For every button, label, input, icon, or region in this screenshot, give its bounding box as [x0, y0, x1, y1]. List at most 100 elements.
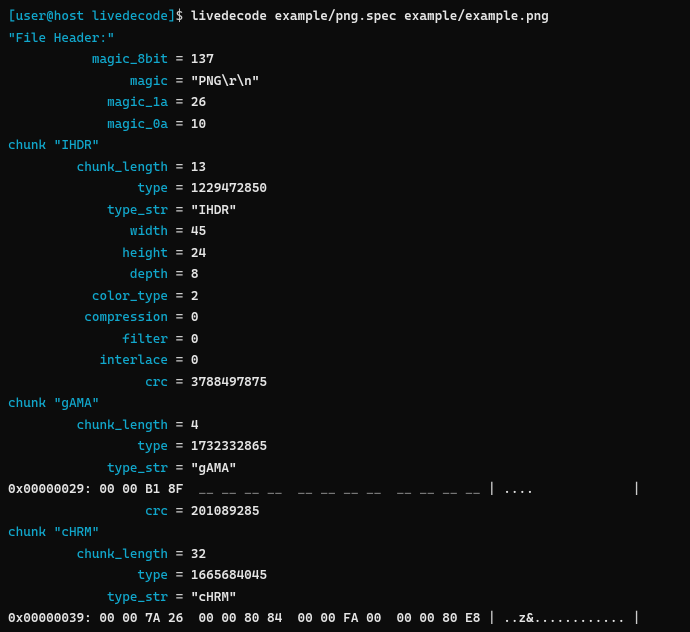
- kv-value: 45: [191, 224, 206, 239]
- kv-key: crc: [8, 501, 168, 523]
- kv-row: magic = "PNG\r\n": [8, 71, 682, 93]
- kv-key: type: [8, 436, 168, 458]
- kv-value: 24: [191, 246, 206, 261]
- hex-byte: __: [290, 482, 320, 497]
- kv-eq: =: [168, 310, 191, 325]
- prompt-userhost: [user@host livedecode]: [8, 9, 176, 24]
- kv-value: 137: [191, 52, 214, 67]
- section-text: chunk "gAMA": [8, 396, 99, 411]
- kv-row: type = 1229472850: [8, 178, 682, 200]
- hex-byte: 80: [244, 611, 267, 626]
- kv-eq: =: [168, 375, 191, 390]
- hex-byte: FA: [343, 611, 366, 626]
- kv-value: 32: [191, 547, 206, 562]
- kv-key: type_str: [8, 458, 168, 480]
- hex-byte: E8: [465, 611, 488, 626]
- kv-row: color_type = 2: [8, 286, 682, 308]
- hex-byte: __: [343, 482, 366, 497]
- kv-value: 1732332865: [191, 439, 267, 454]
- section-header: chunk "cHRM": [8, 522, 682, 544]
- kv-key: compression: [8, 307, 168, 329]
- terminal-output: [user@host livedecode]$ livedecode examp…: [0, 0, 690, 630]
- hex-byte: 00: [366, 611, 389, 626]
- kv-value: "PNG\r\n": [191, 74, 260, 89]
- kv-key: type_str: [8, 587, 168, 609]
- kv-key: filter: [8, 329, 168, 351]
- kv-row: height = 24: [8, 243, 682, 265]
- kv-value: 201089285: [191, 504, 260, 519]
- section-text: chunk "IHDR": [8, 138, 99, 153]
- kv-key: depth: [8, 264, 168, 286]
- kv-key: magic_1a: [8, 92, 168, 114]
- hex-byte: 00: [122, 482, 145, 497]
- ascii-text: ..z&............: [503, 611, 625, 626]
- kv-value: 10: [191, 117, 206, 132]
- kv-row: filter = 0: [8, 329, 682, 351]
- hex-byte: 80: [442, 611, 465, 626]
- hex-byte: B1: [145, 482, 168, 497]
- hex-byte: __: [389, 482, 419, 497]
- kv-eq: =: [168, 95, 191, 110]
- kv-eq: =: [168, 461, 191, 476]
- kv-key: magic: [8, 71, 168, 93]
- kv-value: 4: [191, 418, 199, 433]
- kv-row: interlace = 0: [8, 350, 682, 372]
- kv-eq: =: [168, 504, 191, 519]
- kv-eq: =: [168, 203, 191, 218]
- hex-byte: 00: [191, 611, 221, 626]
- hex-byte: __: [267, 482, 290, 497]
- prompt-command[interactable]: livedecode example/png.spec example/exam…: [191, 9, 549, 24]
- kv-value: 3788497875: [191, 375, 267, 390]
- hex-byte: 00: [320, 611, 343, 626]
- kv-eq: =: [168, 289, 191, 304]
- kv-eq: =: [168, 181, 191, 196]
- kv-value: 2: [191, 289, 199, 304]
- kv-key: type_str: [8, 200, 168, 222]
- ascii-sep: |: [625, 611, 640, 626]
- kv-eq: =: [168, 418, 191, 433]
- kv-eq: =: [168, 224, 191, 239]
- kv-row: depth = 8: [8, 264, 682, 286]
- kv-eq: =: [168, 267, 191, 282]
- kv-row: type = 1665684045: [8, 565, 682, 587]
- kv-value: 0: [191, 332, 199, 347]
- hex-byte: 00: [122, 611, 145, 626]
- kv-eq: =: [168, 439, 191, 454]
- kv-row: type_str = "gAMA": [8, 458, 682, 480]
- kv-key: width: [8, 221, 168, 243]
- section-text: chunk "cHRM": [8, 525, 99, 540]
- kv-row: type = 1732332865: [8, 436, 682, 458]
- kv-row: type_str = "cHRM": [8, 587, 682, 609]
- kv-eq: =: [168, 353, 191, 368]
- prompt-dollar: $: [176, 9, 191, 24]
- kv-key: type: [8, 178, 168, 200]
- hex-byte: 00: [419, 611, 442, 626]
- kv-eq: =: [168, 332, 191, 347]
- hex-byte: 00: [99, 611, 122, 626]
- kv-row: compression = 0: [8, 307, 682, 329]
- hex-byte: 00: [221, 611, 244, 626]
- kv-key: magic_0a: [8, 114, 168, 136]
- kv-row: magic_8bit = 137: [8, 49, 682, 71]
- hex-byte: __: [366, 482, 389, 497]
- prompt-line: [user@host livedecode]$ livedecode examp…: [8, 6, 682, 28]
- hexdump-row: 0x00000029: 00 00 B1 8F __ __ __ __ __ _…: [8, 479, 682, 501]
- kv-key: color_type: [8, 286, 168, 308]
- kv-value: 1665684045: [191, 568, 267, 583]
- kv-row: crc = 201089285: [8, 501, 682, 523]
- kv-eq: =: [168, 547, 191, 562]
- hex-byte: 26: [168, 611, 191, 626]
- hexdump-row: 0x00000039: 00 00 7A 26 00 00 80 84 00 0…: [8, 608, 682, 630]
- kv-row: magic_0a = 10: [8, 114, 682, 136]
- hex-byte: __: [191, 482, 221, 497]
- kv-key: chunk_length: [8, 415, 168, 437]
- hex-byte: __: [419, 482, 442, 497]
- kv-row: crc = 3788497875: [8, 372, 682, 394]
- kv-row: type_str = "IHDR": [8, 200, 682, 222]
- kv-row: chunk_length = 13: [8, 157, 682, 179]
- section-text: "File Header:": [8, 31, 115, 46]
- hex-byte: __: [221, 482, 244, 497]
- kv-value: 0: [191, 353, 199, 368]
- kv-eq: =: [168, 52, 191, 67]
- kv-key: magic_8bit: [8, 49, 168, 71]
